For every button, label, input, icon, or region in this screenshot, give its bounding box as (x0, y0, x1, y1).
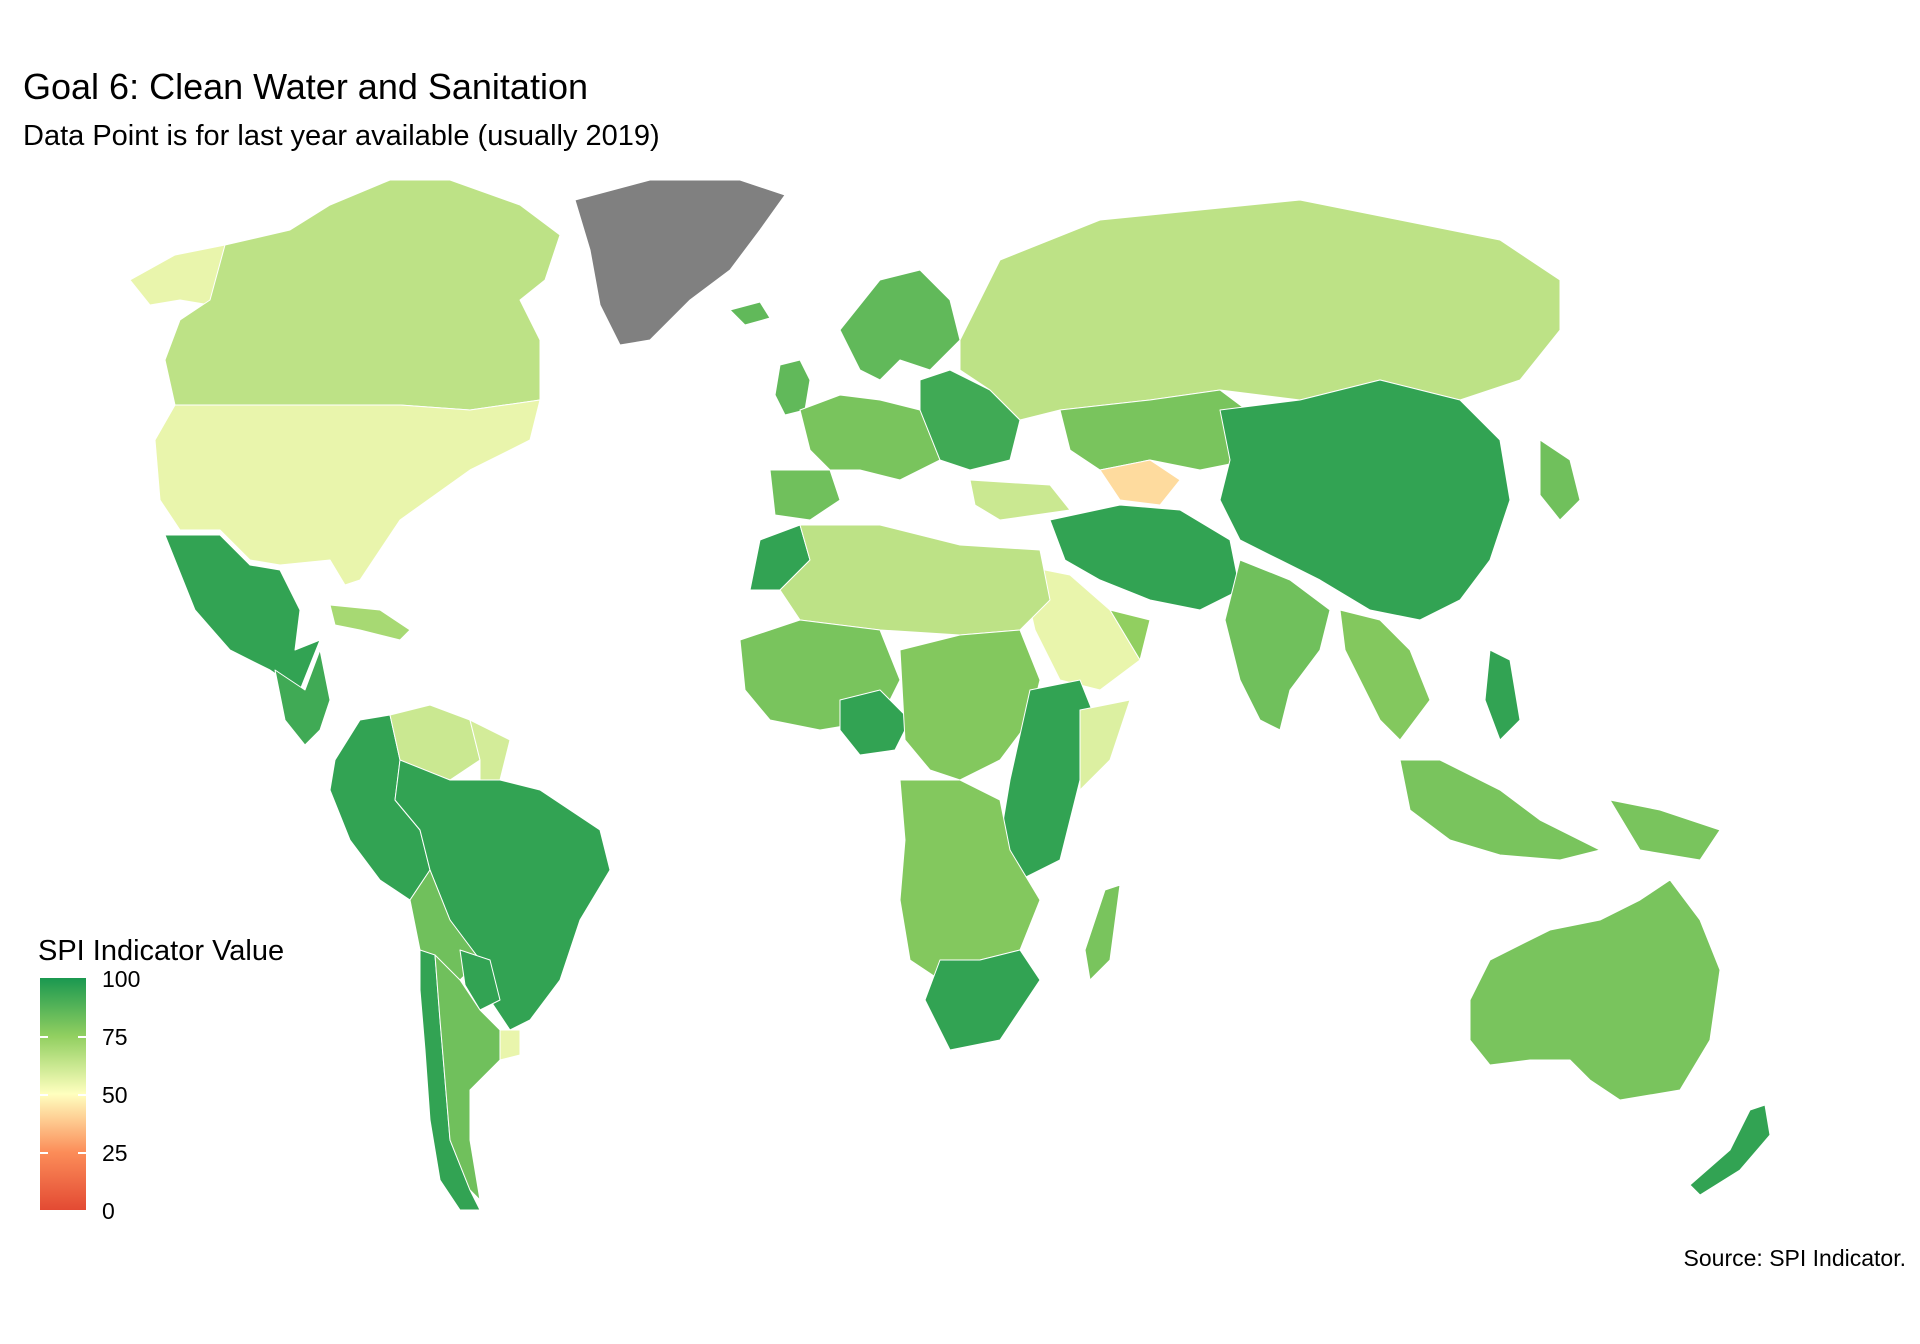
legend-tickmark (40, 1152, 48, 1154)
region-iceland (729, 301, 771, 326)
region-madagascar (1084, 884, 1121, 981)
region-iran-pakistan (1049, 504, 1241, 611)
legend-tick-label: 0 (102, 1198, 115, 1224)
region-brazil (394, 759, 611, 1031)
region-oman (1109, 609, 1151, 661)
region-central-america (274, 649, 331, 746)
region-australia (1469, 879, 1721, 1101)
region-arabia (1019, 564, 1141, 691)
region-uruguay (499, 1029, 521, 1061)
legend-tickmark (78, 1094, 86, 1096)
legend-title: SPI Indicator Value (38, 935, 285, 967)
region-indonesia (1399, 759, 1601, 861)
region-sahara (779, 524, 1051, 636)
region-nigeria (839, 689, 911, 756)
region-russia (959, 199, 1561, 421)
region-usa (154, 399, 541, 586)
region-turkmenistan (1099, 459, 1181, 506)
region-southeast-asia (1339, 609, 1431, 741)
region-mexico (164, 534, 321, 691)
region-scandinavia (839, 269, 961, 381)
region-canada (164, 179, 561, 411)
region-central-africa (899, 629, 1041, 781)
region-argentina (434, 954, 501, 1201)
region-kazakhstan (1059, 389, 1261, 471)
legend-tick-label: 25 (102, 1140, 128, 1166)
legend-tickmark (78, 1036, 86, 1038)
source-caption: Source: SPI Indicator. (1683, 1245, 1906, 1271)
chart-subtitle: Data Point is for last year available (u… (23, 120, 660, 152)
chart-title: Goal 6: Clean Water and Sanitation (23, 66, 588, 107)
region-south-africa (924, 949, 1041, 1051)
region-turkey (969, 479, 1071, 521)
region-mongolia-china (1219, 379, 1511, 621)
region-new-zealand (1689, 1104, 1771, 1196)
region-uk-ireland (774, 359, 811, 416)
region-western-europe (799, 394, 941, 481)
legend-tick-label: 75 (102, 1024, 128, 1050)
region-caribbean (329, 604, 411, 641)
legend-tick-label: 50 (102, 1082, 128, 1108)
legend-tickmark (78, 1152, 86, 1154)
region-philippines (1484, 649, 1521, 741)
legend-tick-label: 100 (102, 966, 141, 992)
region-ethiopia-east-africa (999, 679, 1101, 881)
region-india (1224, 559, 1331, 731)
legend-tickmark (40, 1094, 48, 1096)
region-japan (1539, 439, 1581, 521)
legend-tickmark (40, 1036, 48, 1038)
region-paraguay (459, 949, 501, 1011)
region-somalia (1079, 699, 1131, 791)
region-iberia (769, 469, 841, 521)
region-greenland (574, 179, 786, 346)
region-papua (1609, 799, 1721, 861)
